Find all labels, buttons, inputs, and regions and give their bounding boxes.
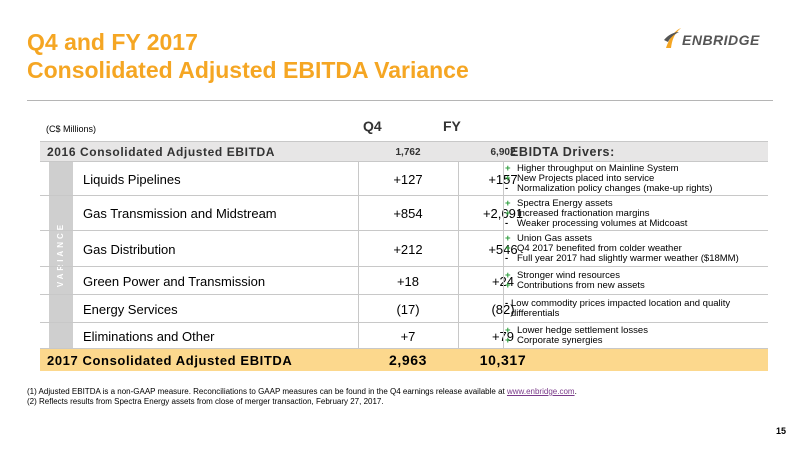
driver-item: - Normalization policy changes (make-up r… [505,183,713,194]
row-label: Eliminations and Other [83,328,215,344]
table-row: Green Power and Transmission +18 +24 +St… [40,266,768,295]
slide-title: Q4 and FY 2017 Consolidated Adjusted EBI… [27,28,469,84]
row-fy-value: +546 [458,231,548,267]
slide-title-line1: Q4 and FY 2017 [27,29,198,55]
enbridge-logo: ENBRIDGE [662,24,772,54]
drivers-header: EBIDTA Drivers: [510,145,615,159]
driver-item: + New Projects placed into service [505,173,655,184]
row-drivers: + Union Gas assets + Q4 2017 benefited fro… [505,231,765,267]
driver-item: + Increased fractionation margins [505,207,650,219]
driver-item: - Weaker processing volumes at Midcoast [505,217,688,229]
table-row: Liquids Pipelines +127 +157 +Higher thro… [40,161,768,196]
total-row: 2017 Consolidated Adjusted EBITDA 2,963 … [40,348,768,371]
row-drivers: + Spectra Energy assets + Increased fracti… [505,196,765,231]
total-label: 2017 Consolidated Adjusted EBITDA [47,352,293,368]
driver-item: + Spectra Energy assets [505,197,613,209]
driver-item: + Corporate synergies [505,335,603,346]
row-q4-value: (17) [396,301,420,317]
driver-item: + Union Gas assets [505,233,592,244]
row-q4-value: +18 [396,273,420,289]
row-drivers: - Low commodity prices impacted location … [505,295,765,323]
row-label: Green Power and Transmission [83,273,266,289]
row-label: Liquids Pipelines [83,171,181,187]
row-fy-value: +157 [458,162,548,196]
footnote-1: (1) Adjusted EBITDA is a non-GAAP measur… [27,387,577,396]
baseline-label: 2016 Consolidated Adjusted EBITDA [47,145,276,159]
table-row: Eliminations and Other +7 +79 +Lower hed… [40,322,768,349]
slide-title-line2: Consolidated Adjusted EBITDA Variance [27,57,469,83]
total-q4: 2,963 [388,352,428,368]
row-drivers: + Higher throughput on Mainline System + N… [505,162,765,196]
driver-item: + Q4 2017 benefited from colder weather [505,243,682,254]
row-label: Energy Services [83,301,178,317]
row-q4-value: +854 [393,206,423,221]
column-header-fy: FY [443,118,461,134]
column-header-q4: Q4 [363,118,382,134]
table-row: Gas Distribution +212 +546 +Union Gas as… [40,230,768,267]
table-row: Gas Transmission and Midstream +854 +2,6… [40,195,768,231]
enbridge-swoosh-icon [664,28,681,48]
row-drivers: + Stronger wind resources + Contributions … [505,267,765,295]
driver-item: differentials [511,308,560,319]
enbridge-website-link[interactable]: www.enbridge.com [506,387,575,396]
footnote-2: (2) Reflects results from Spectra Energy… [27,397,384,406]
baseline-fy: 6,902 [490,146,516,158]
driver-item: - Low commodity prices impacted location … [505,298,731,309]
row-label: Gas Transmission and Midstream [83,206,277,221]
driver-item: + Lower hedge settlement losses [505,325,648,336]
row-label: Gas Distribution [83,241,176,257]
driver-item: - Full year 2017 had slightly warmer weat… [505,253,739,264]
row-q4-value: +7 [400,328,416,344]
logo-wordmark: ENBRIDGE [682,32,760,48]
title-divider [27,100,773,101]
row-drivers: + Lower hedge settlement losses + Corporat… [505,323,765,349]
driver-item: + Higher throughput on Mainline System [505,163,679,174]
row-q4-value: +127 [393,171,423,187]
baseline-q4: 1,762 [395,146,421,158]
total-fy: 10,317 [479,352,527,368]
table-row: Energy Services (17) (82) -Low commodity… [40,294,768,323]
variance-side-bar: VARIANCE [49,161,73,348]
baseline-row: 2016 Consolidated Adjusted EBITDA 1,762 … [40,141,768,162]
driver-item: + Contributions from new assets [505,280,645,291]
page-number: 15 [776,426,787,436]
row-q4-value: +212 [393,241,423,257]
units-label: (C$ Millions) [46,124,97,134]
driver-item: + Stronger wind resources [505,270,620,281]
